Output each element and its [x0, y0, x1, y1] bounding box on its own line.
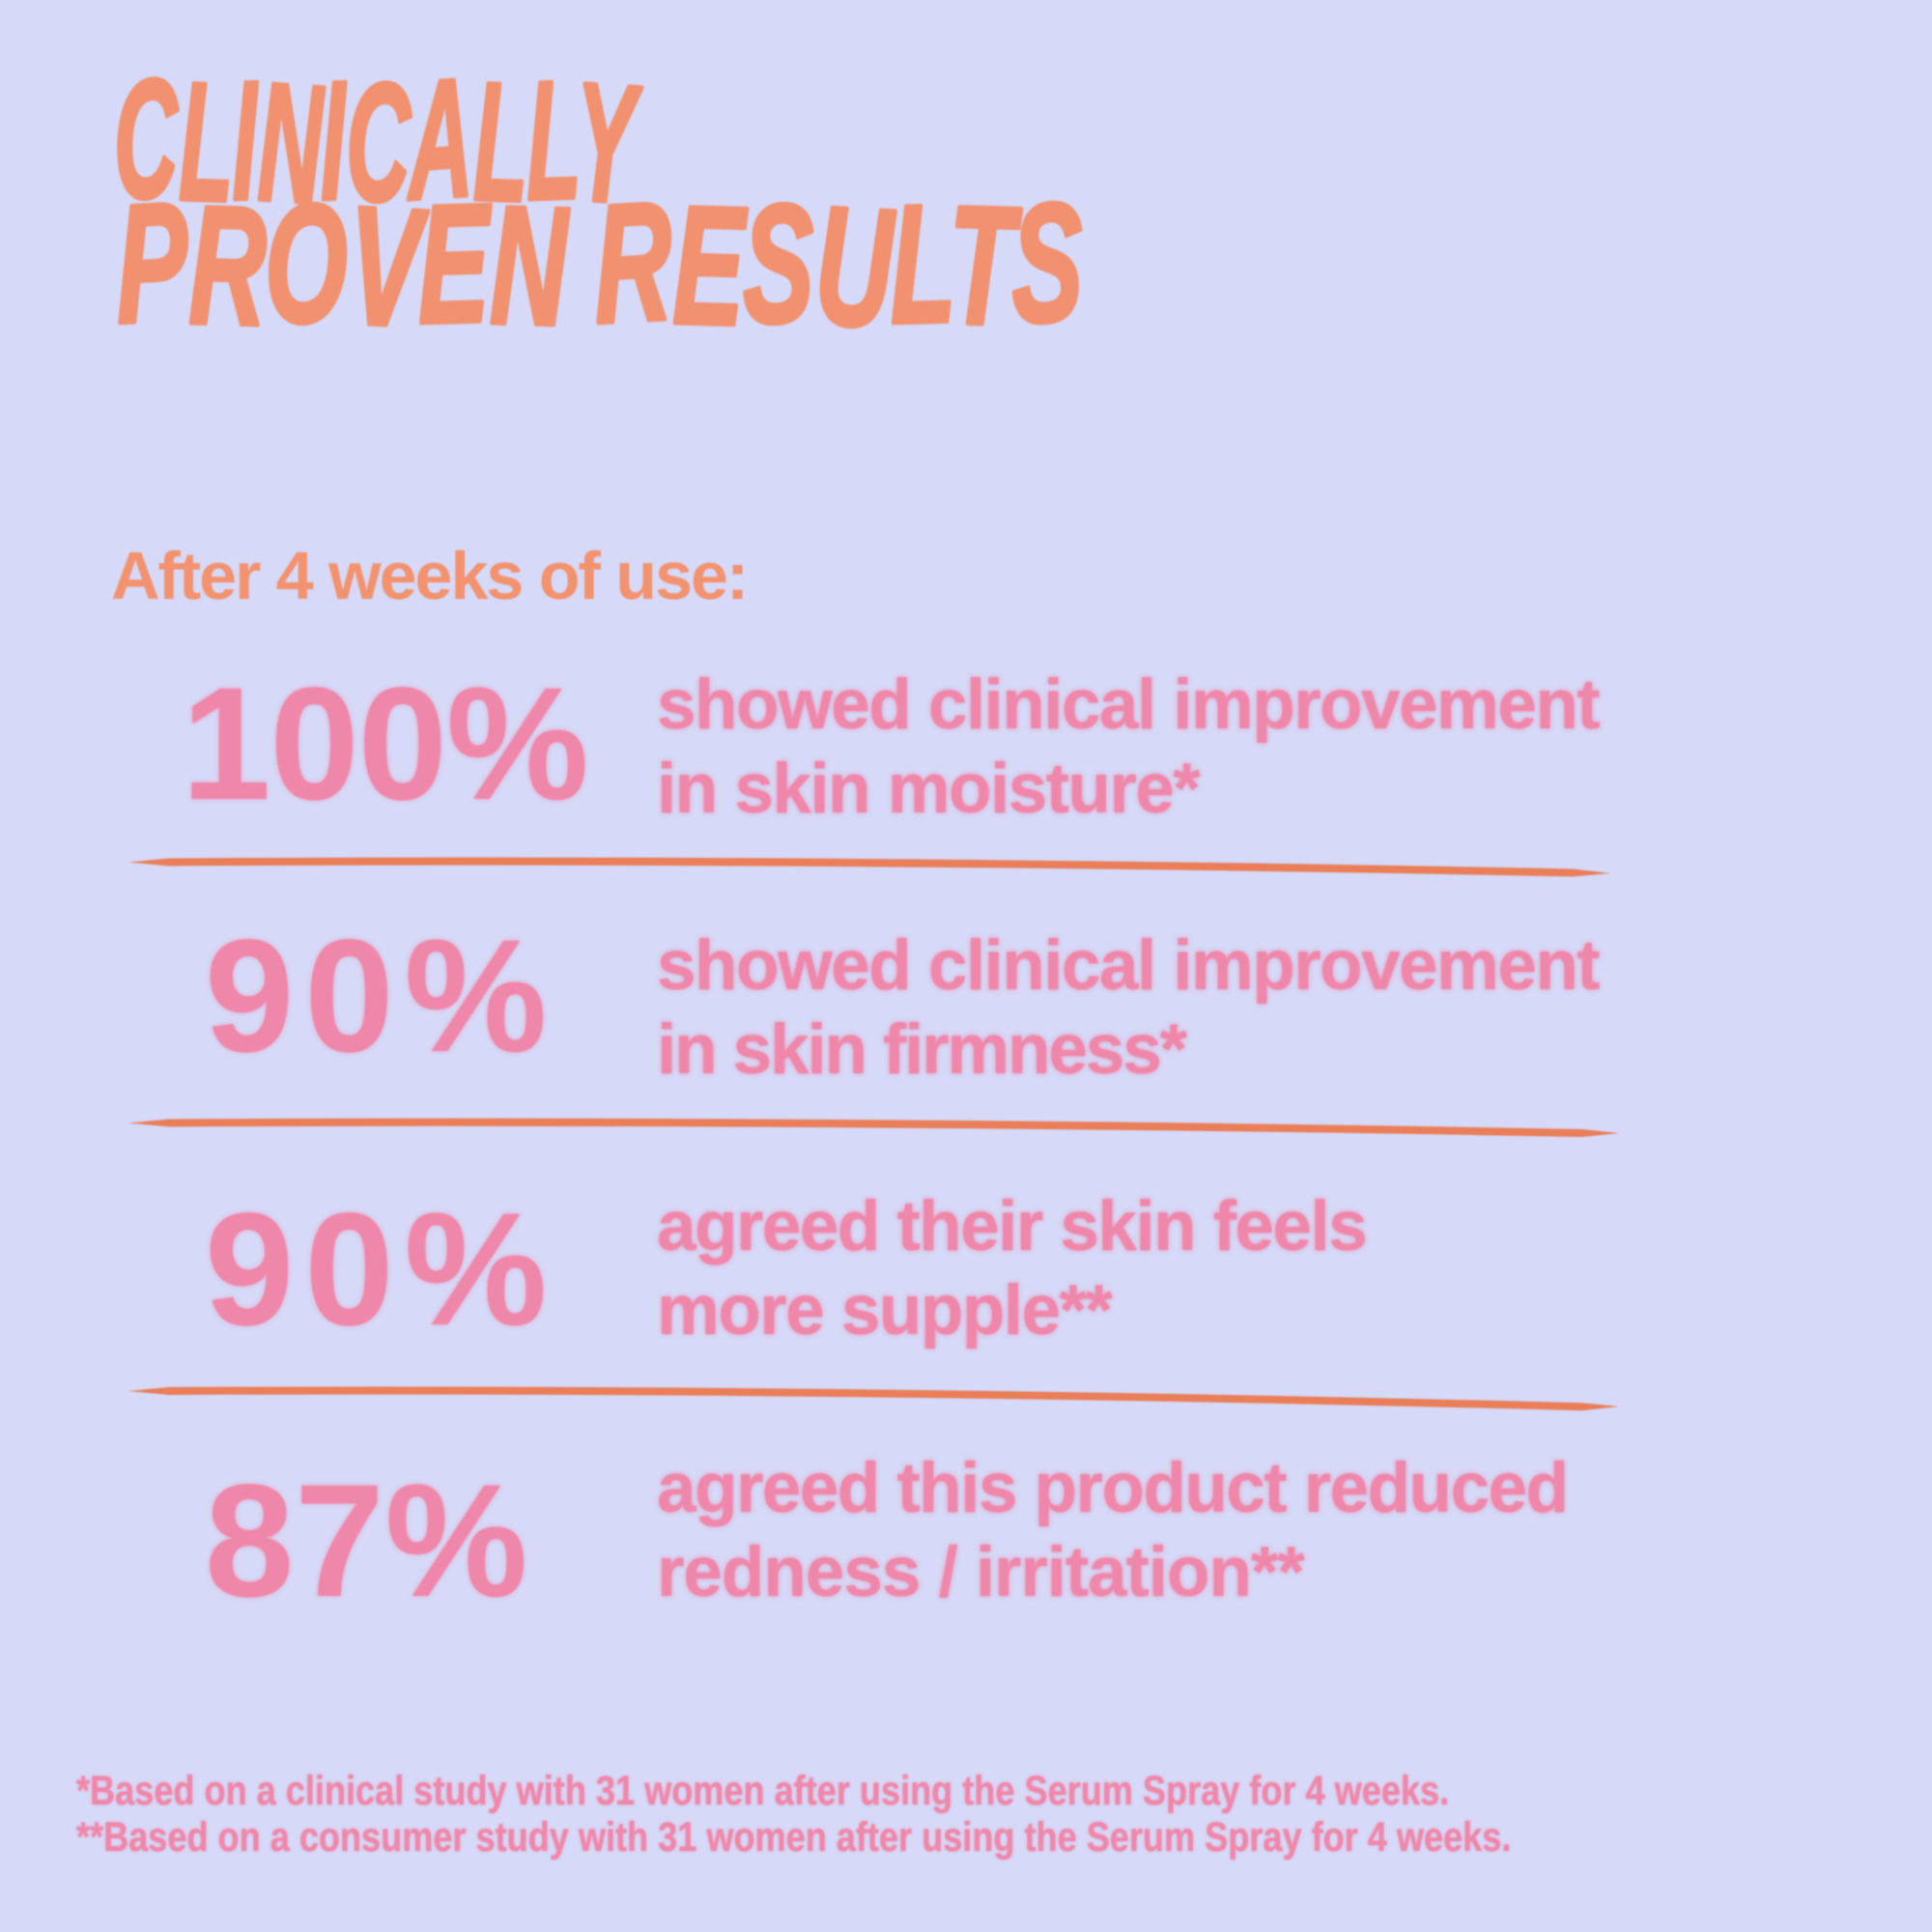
svg-text:PROVEN RESULTS: PROVEN RESULTS	[112, 167, 1085, 361]
svg-text:CLINICALLY: CLINICALLY	[109, 44, 645, 238]
